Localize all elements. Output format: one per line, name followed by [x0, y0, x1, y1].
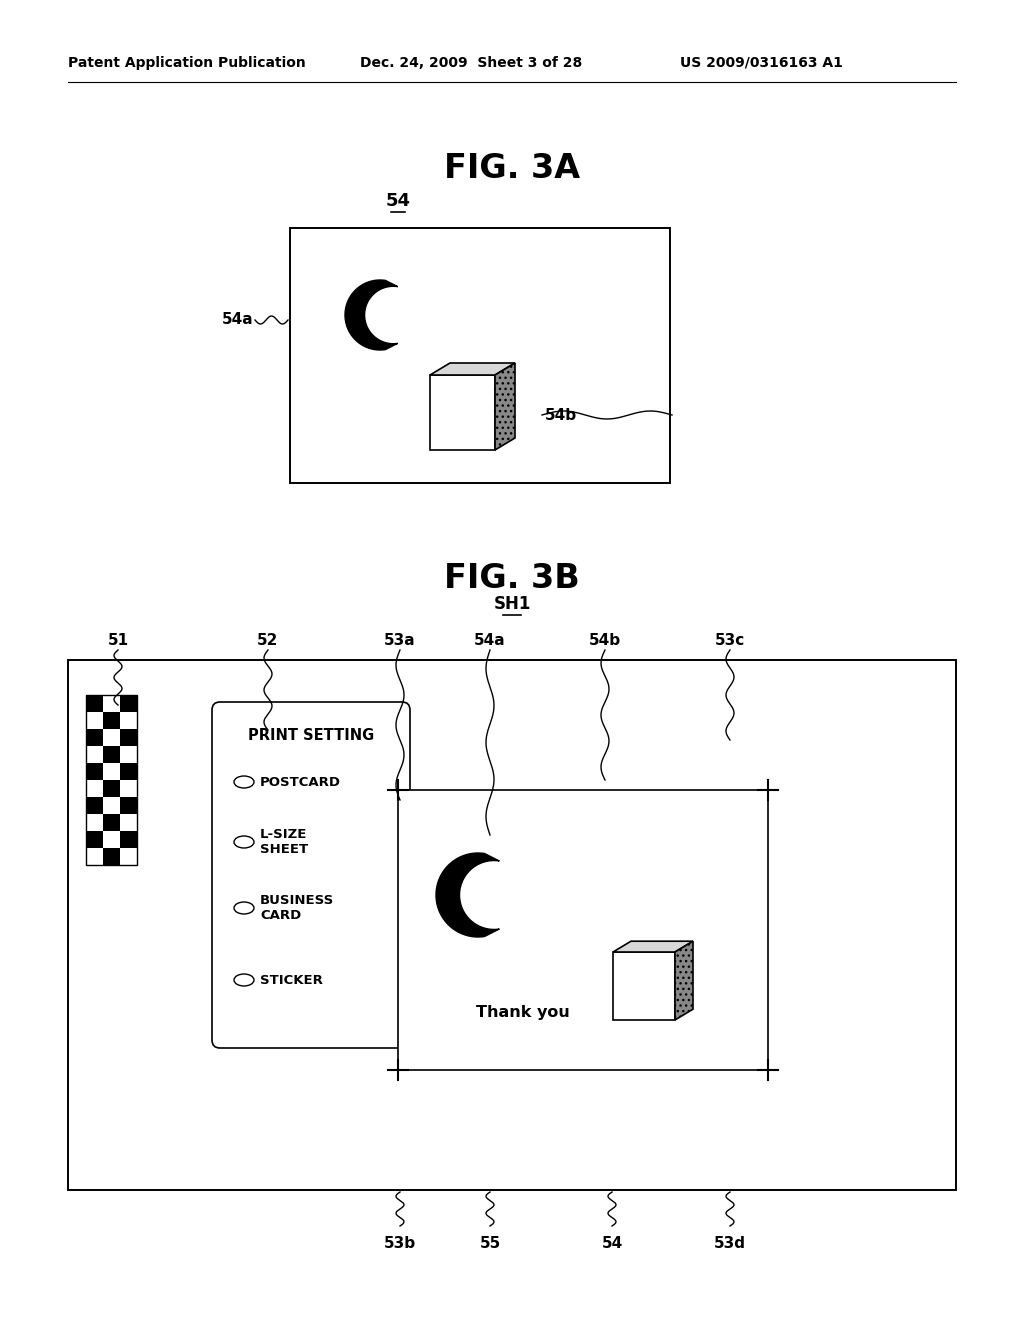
Bar: [120, 696, 137, 711]
Text: Dec. 24, 2009  Sheet 3 of 28: Dec. 24, 2009 Sheet 3 of 28: [360, 55, 583, 70]
Text: 53b: 53b: [384, 1236, 416, 1251]
Bar: [86, 696, 137, 865]
Bar: [103, 711, 120, 729]
Polygon shape: [430, 375, 495, 450]
Ellipse shape: [234, 902, 254, 913]
Bar: [120, 780, 137, 797]
Ellipse shape: [234, 836, 254, 847]
Text: 54b: 54b: [545, 408, 578, 422]
Bar: [86, 696, 103, 711]
Bar: [86, 832, 103, 847]
Text: 53c: 53c: [715, 634, 745, 648]
Ellipse shape: [234, 974, 254, 986]
Bar: [120, 763, 137, 780]
Text: BUSINESS
CARD: BUSINESS CARD: [260, 894, 334, 921]
Bar: [120, 746, 137, 763]
Text: PRINT SETTING: PRINT SETTING: [248, 727, 374, 742]
Bar: [120, 814, 137, 832]
Text: 53a: 53a: [384, 634, 416, 648]
Text: 54a: 54a: [474, 634, 506, 648]
Bar: [68, 660, 956, 1191]
Text: Patent Application Publication: Patent Application Publication: [68, 55, 306, 70]
Bar: [86, 780, 103, 797]
Ellipse shape: [234, 776, 254, 788]
Bar: [86, 763, 103, 780]
Bar: [120, 711, 137, 729]
Polygon shape: [436, 853, 500, 937]
Bar: [103, 814, 120, 832]
Polygon shape: [430, 363, 515, 375]
Bar: [103, 746, 120, 763]
Text: FIG. 3A: FIG. 3A: [444, 152, 580, 185]
Text: 54: 54: [385, 191, 411, 210]
Text: 54: 54: [601, 1236, 623, 1251]
Polygon shape: [613, 952, 675, 1020]
Text: 52: 52: [257, 634, 279, 648]
Text: FIG. 3B: FIG. 3B: [444, 561, 580, 594]
Bar: [103, 763, 120, 780]
Bar: [290, 228, 670, 483]
Text: Thank you: Thank you: [476, 1005, 570, 1019]
Bar: [86, 711, 103, 729]
Bar: [120, 847, 137, 865]
Text: 55: 55: [479, 1236, 501, 1251]
Bar: [120, 797, 137, 814]
Polygon shape: [613, 941, 693, 952]
Polygon shape: [675, 941, 693, 1020]
Bar: [86, 814, 103, 832]
Text: 54a: 54a: [221, 313, 253, 327]
Bar: [86, 729, 103, 746]
Bar: [120, 729, 137, 746]
Bar: [120, 832, 137, 847]
Text: STICKER: STICKER: [260, 974, 323, 986]
Bar: [103, 847, 120, 865]
Bar: [398, 789, 768, 1071]
Polygon shape: [495, 363, 515, 450]
Bar: [103, 832, 120, 847]
Polygon shape: [345, 280, 397, 350]
Bar: [86, 797, 103, 814]
Bar: [103, 780, 120, 797]
Text: US 2009/0316163 A1: US 2009/0316163 A1: [680, 55, 843, 70]
FancyBboxPatch shape: [212, 702, 410, 1048]
Text: 51: 51: [108, 634, 129, 648]
Bar: [86, 746, 103, 763]
Bar: [103, 797, 120, 814]
Bar: [86, 847, 103, 865]
Text: SH1: SH1: [494, 595, 530, 612]
Text: L-SIZE
SHEET: L-SIZE SHEET: [260, 828, 308, 855]
Text: POSTCARD: POSTCARD: [260, 776, 341, 788]
Bar: [103, 696, 120, 711]
Text: 53d: 53d: [714, 1236, 746, 1251]
Bar: [103, 729, 120, 746]
Text: 54b: 54b: [589, 634, 622, 648]
